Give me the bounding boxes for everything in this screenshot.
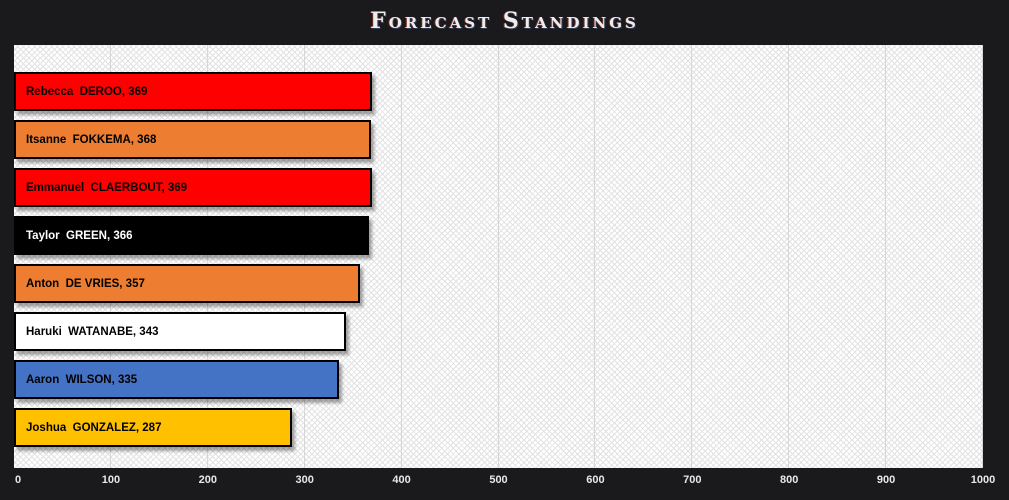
x-axis-tick-label: 900 bbox=[876, 474, 896, 486]
bar-label: Joshua GONZALEZ, 287 bbox=[26, 421, 162, 434]
bar-label: Itsanne FOKKEMA, 368 bbox=[26, 133, 157, 146]
x-axis-tick-label: 400 bbox=[392, 474, 411, 486]
chart-title: Forecast Standings bbox=[370, 8, 639, 34]
bar: Taylor GREEN, 366 bbox=[14, 216, 369, 255]
bar-label: Haruki WATANABE, 343 bbox=[26, 325, 159, 338]
x-axis-tick-label: 800 bbox=[780, 474, 799, 486]
bar: Aaron WILSON, 335 bbox=[14, 360, 339, 399]
bar-label: Anton DE VRIES, 357 bbox=[26, 277, 145, 290]
gridline bbox=[885, 45, 887, 468]
gridline bbox=[788, 45, 790, 468]
bar: Haruki WATANABE, 343 bbox=[14, 312, 347, 351]
bar-label: Emmanuel CLAERBOUT, 369 bbox=[26, 181, 188, 194]
gridline bbox=[303, 45, 305, 468]
x-axis-tick-label: 100 bbox=[101, 474, 121, 486]
plot-area: Rebecca DEROO, 369 Itsanne FOKKEMA, 368 Em… bbox=[14, 45, 983, 468]
x-axis-tick-label: 700 bbox=[683, 474, 702, 486]
bar: Anton DE VRIES, 357 bbox=[14, 264, 360, 303]
x-axis-tick-label: 300 bbox=[295, 474, 314, 486]
bar-label: Rebecca DEROO, 369 bbox=[26, 85, 148, 98]
x-axis-tick-label: 200 bbox=[198, 474, 217, 486]
gridline bbox=[400, 45, 402, 468]
gridline bbox=[982, 45, 983, 468]
gridline bbox=[497, 45, 499, 468]
bar: Itsanne FOKKEMA, 368 bbox=[14, 120, 371, 159]
gridline bbox=[109, 45, 111, 468]
gridline bbox=[206, 45, 208, 468]
gridline bbox=[594, 45, 596, 468]
bar: Joshua GONZALEZ, 287 bbox=[14, 408, 293, 447]
bar: Emmanuel CLAERBOUT, 369 bbox=[14, 168, 372, 207]
bar: Rebecca DEROO, 369 bbox=[14, 72, 372, 111]
x-axis-tick-label: 500 bbox=[489, 474, 508, 486]
bar-label: Taylor GREEN, 366 bbox=[26, 229, 133, 242]
gridline bbox=[691, 45, 693, 468]
x-axis: 0 100 200 300 400 500 600 700 800 900 1000 bbox=[14, 468, 995, 496]
x-axis-tick-label: 600 bbox=[586, 474, 605, 486]
x-axis-tick-label: 1000 bbox=[970, 474, 996, 486]
x-axis-tick-label: 0 bbox=[14, 474, 22, 486]
bar-label: Aaron WILSON, 335 bbox=[26, 373, 138, 386]
